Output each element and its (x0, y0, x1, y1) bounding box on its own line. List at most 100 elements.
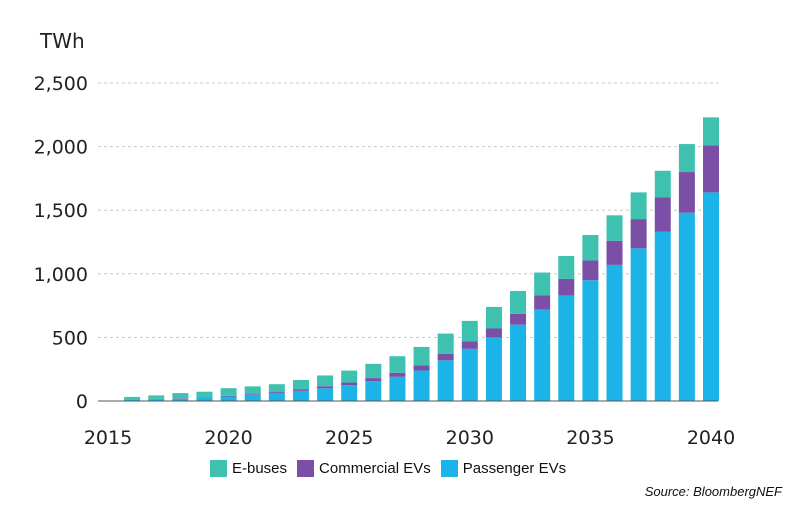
bar-commercial-evs (582, 260, 599, 281)
bar-commercial-evs (485, 328, 502, 338)
bar-passenger-evs (172, 398, 189, 401)
bar-e-buses (534, 272, 551, 296)
bar-commercial-evs (365, 378, 382, 382)
x-tick-label: 2020 (204, 427, 252, 449)
legend-item-passenger-evs: Passenger EVs (440, 460, 567, 477)
bar-passenger-evs (485, 337, 502, 401)
y-tick-label: 2,500 (34, 73, 88, 95)
bar-commercial-evs (437, 353, 454, 361)
gridlines (98, 82, 718, 338)
y-tick-label: 500 (52, 327, 88, 349)
bar-e-buses (630, 192, 647, 220)
legend-swatch-e-buses (210, 460, 227, 477)
bar-passenger-evs (244, 395, 261, 401)
bar-passenger-evs (437, 360, 454, 401)
bar-passenger-evs (148, 399, 165, 401)
bar-commercial-evs (510, 313, 527, 325)
source-note: Source: BloombergNEF (644, 484, 782, 499)
bar-commercial-evs (317, 386, 334, 389)
legend: E-buses Commercial EVs Passenger EVs (210, 460, 576, 477)
bar-passenger-evs (268, 393, 285, 401)
bar-commercial-evs (461, 341, 478, 349)
bars (124, 117, 719, 401)
bar-commercial-evs (558, 278, 575, 296)
x-tick-labels: 2015 2020 2025 2030 2035 2040 (84, 427, 735, 449)
x-tick-label: 2025 (325, 427, 373, 449)
bar-commercial-evs (389, 372, 406, 377)
bar-e-buses (220, 388, 237, 396)
legend-label-passenger-evs: Passenger EVs (462, 460, 567, 477)
bar-e-buses (703, 117, 719, 146)
x-tick-label: 2030 (446, 427, 494, 449)
bar-e-buses (389, 356, 406, 373)
bar-commercial-evs (534, 295, 551, 310)
y-tick-label: 1,500 (34, 200, 88, 222)
bar-e-buses (558, 255, 575, 279)
bar-e-buses (582, 235, 599, 261)
legend-swatch-commercial-evs (297, 460, 315, 477)
legend-label-e-buses: E-buses (232, 460, 288, 477)
bar-passenger-evs (317, 388, 334, 401)
bar-commercial-evs (220, 395, 237, 397)
bar-e-buses (341, 370, 358, 383)
bar-e-buses (437, 333, 454, 354)
bar-passenger-evs (678, 212, 695, 401)
bar-passenger-evs (220, 396, 237, 401)
y-tick-label: 2,000 (34, 137, 88, 159)
bar-passenger-evs (630, 248, 647, 401)
bar-e-buses (124, 396, 141, 400)
bar-passenger-evs (365, 381, 382, 401)
x-tick-label: 2035 (566, 427, 614, 449)
x-tick-label: 2015 (84, 427, 132, 449)
bar-e-buses (485, 306, 502, 329)
bar-passenger-evs (654, 231, 671, 401)
bar-e-buses (292, 380, 309, 390)
bar-commercial-evs (292, 389, 309, 391)
bar-passenger-evs (558, 295, 575, 401)
y-tick-label: 1,000 (34, 264, 88, 286)
y-unit-label: TWh (39, 29, 85, 53)
bar-commercial-evs (341, 382, 358, 386)
x-tick-label: 2040 (687, 427, 735, 449)
legend-label-commercial-evs: Commercial EVs (319, 460, 431, 477)
bar-passenger-evs (196, 397, 213, 401)
bar-passenger-evs (341, 385, 358, 401)
bar-passenger-evs (292, 390, 309, 401)
bar-passenger-evs (582, 280, 599, 401)
bar-e-buses (461, 320, 478, 342)
bar-e-buses (148, 395, 165, 399)
bar-e-buses (365, 363, 382, 379)
bar-e-buses (172, 393, 189, 399)
bar-commercial-evs (268, 392, 285, 394)
bar-e-buses (510, 290, 527, 314)
bar-e-buses (606, 215, 623, 241)
legend-item-commercial-evs: Commercial EVs (297, 460, 431, 477)
bar-commercial-evs (172, 398, 189, 399)
bar-passenger-evs (389, 376, 406, 401)
bar-passenger-evs (124, 399, 141, 401)
bar-passenger-evs (534, 309, 551, 401)
bar-commercial-evs (630, 219, 647, 249)
y-tick-label: 0 (76, 391, 88, 413)
y-tick-labels: 0 500 1,000 1,500 2,000 2,500 (34, 73, 88, 413)
bar-commercial-evs (413, 365, 430, 371)
bar-passenger-evs (606, 264, 623, 401)
bar-e-buses (678, 144, 695, 173)
bar-commercial-evs (654, 197, 671, 232)
bar-passenger-evs (413, 370, 430, 401)
bar-passenger-evs (703, 192, 719, 401)
bar-passenger-evs (461, 348, 478, 401)
bar-commercial-evs (703, 145, 719, 193)
bar-passenger-evs (510, 324, 527, 401)
bar-e-buses (244, 386, 261, 395)
bar-commercial-evs (196, 397, 213, 398)
legend-item-e-buses: E-buses (210, 460, 287, 477)
bar-e-buses (196, 391, 213, 398)
bar-commercial-evs (678, 172, 695, 213)
bar-e-buses (654, 170, 671, 198)
legend-swatch-passenger-evs (440, 460, 458, 477)
bar-e-buses (413, 346, 430, 366)
bar-commercial-evs (244, 394, 261, 396)
bar-e-buses (317, 375, 334, 387)
